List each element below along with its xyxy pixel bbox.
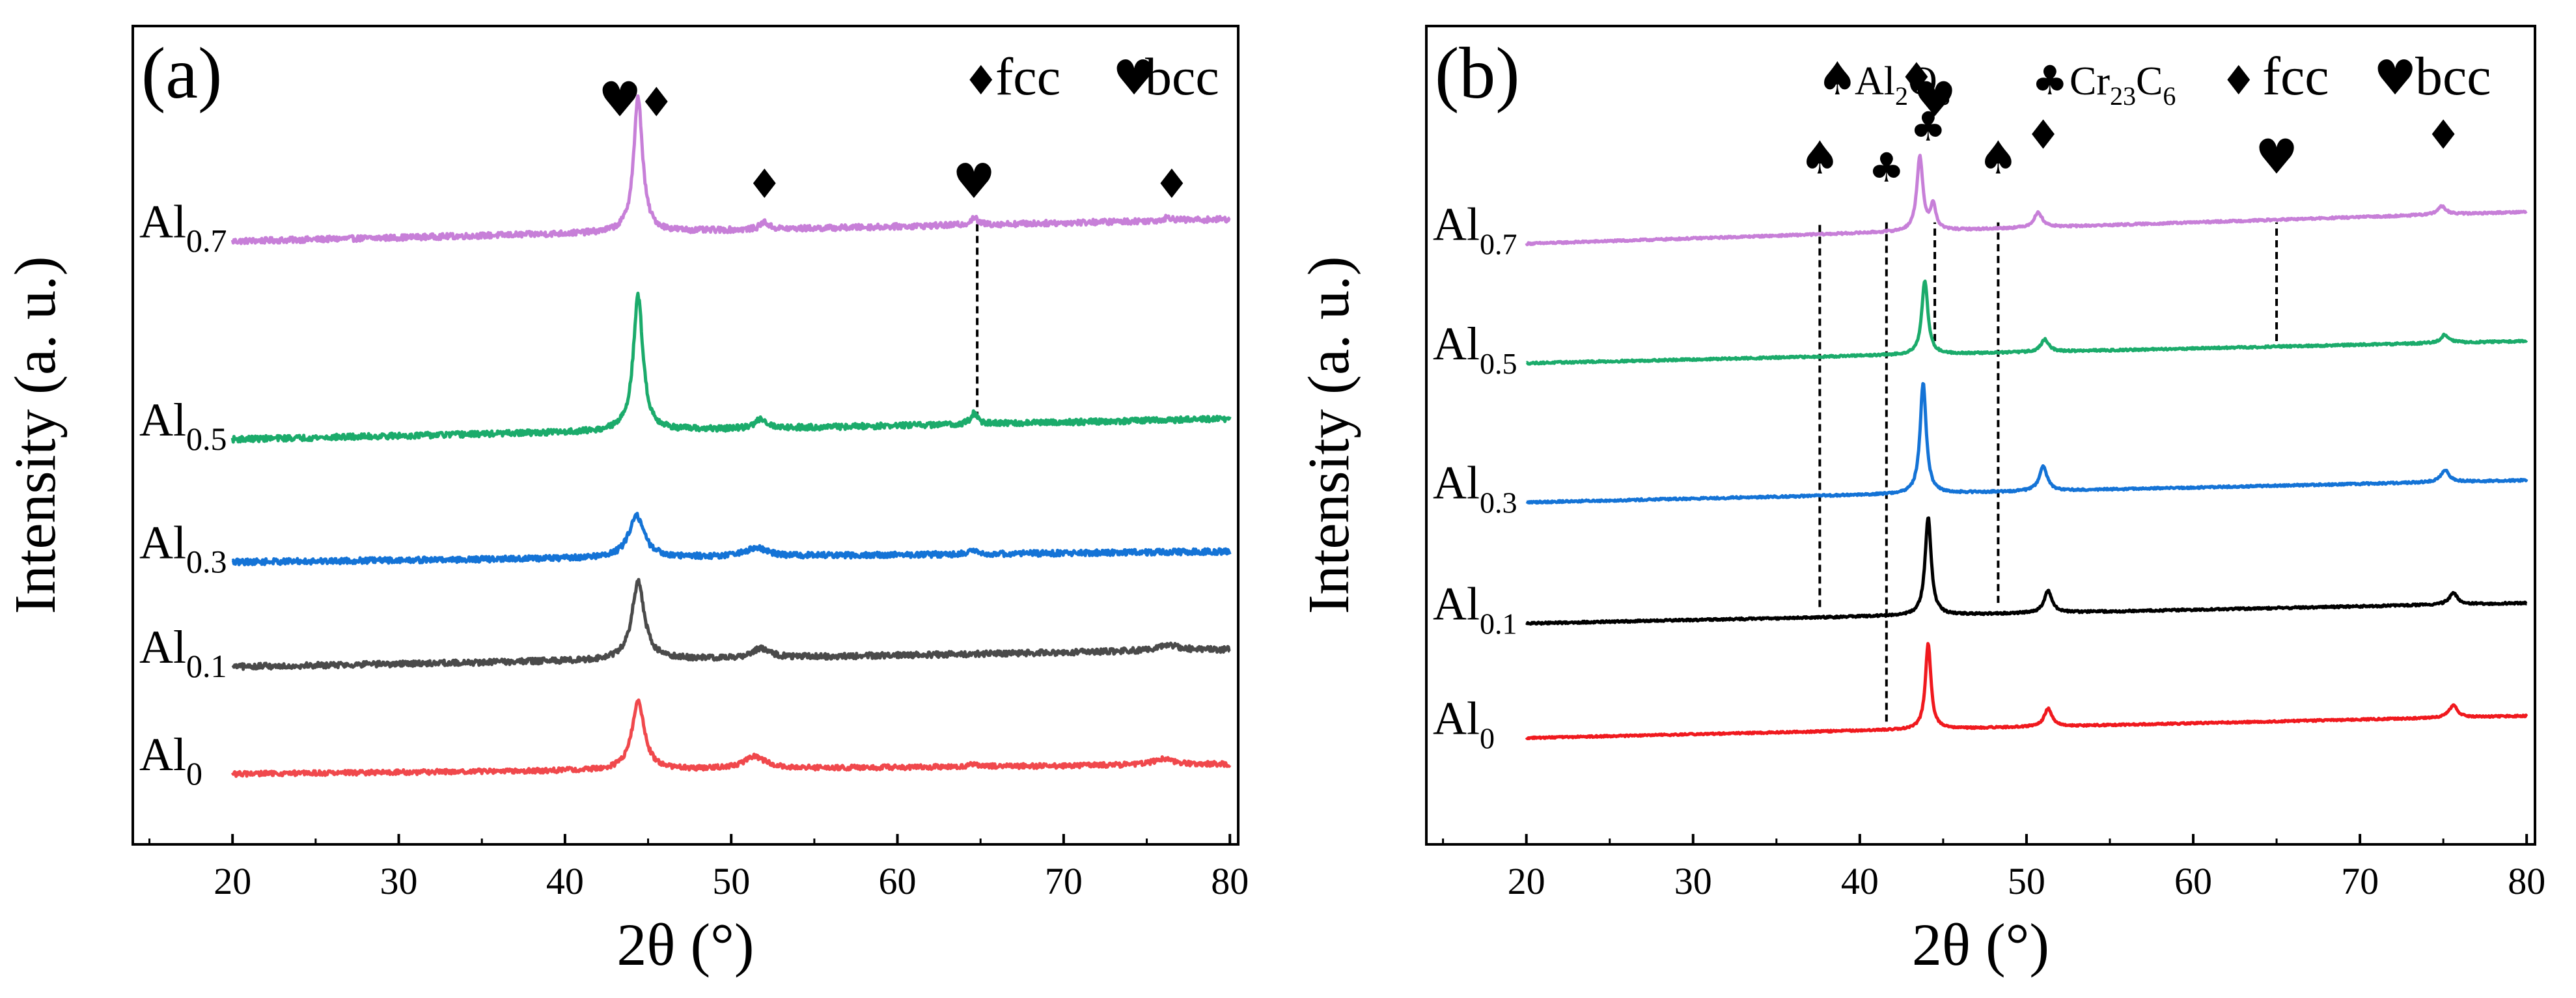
series-line-Al0-1 (1525, 516, 2528, 626)
legend-symbol: ♦ (963, 57, 999, 104)
peak-marker: ♥ (2255, 129, 2298, 185)
series-label-subscript: 0.7 (186, 223, 227, 259)
peak-marker: ♠ (1978, 131, 2019, 184)
legend-label: fcc (995, 47, 1060, 106)
series-label-subscript: 0.1 (186, 648, 227, 684)
legend-subscript: 6 (2163, 81, 2176, 111)
x-tick-label: 80 (2508, 860, 2545, 902)
x-tick-label: 60 (879, 860, 917, 902)
series-labels-b: Al0.7 Al0.5 Al0.3 Al0.1 Al0 (1433, 198, 1517, 755)
x-tick-label: 50 (712, 860, 750, 902)
x-tick-label: 60 (2174, 860, 2212, 902)
peak-marker: ♦ (2025, 111, 2062, 159)
series-label: Al0.1 (1433, 578, 1517, 641)
series-line-Al0-3 (231, 512, 1232, 566)
x-ticks-b: 20 30 40 50 60 70 80 (1442, 834, 2545, 902)
series-line-Al0-5 (1525, 279, 2528, 366)
series-label-subscript: 0 (1480, 722, 1495, 755)
peak-marker: ♦ (2425, 111, 2461, 159)
series-label-subscript: 0.7 (1480, 227, 1517, 260)
panel-b: (b) ♠Al2O3 ♣ Cr23C6 ♦ fcc ♥bcc 20 30 40 50 60 70 80… (1297, 25, 2545, 978)
peak-marker: ♦ (639, 78, 675, 126)
x-tick-label: 20 (1508, 860, 1545, 902)
series-label-subscript: 0 (186, 755, 202, 792)
x-tick-label: 80 (1211, 860, 1249, 902)
peak-marker: ♣ (1910, 103, 1946, 150)
y-axis-label-b: Intensity (a. u.) (1297, 256, 1361, 615)
x-tick-label: 50 (2008, 860, 2045, 902)
legend-subscript: 23 (2110, 81, 2136, 111)
legend-label-part: O (1908, 59, 1937, 104)
peak-marker: ♥ (598, 72, 641, 128)
peak-marker: ♥ (1913, 72, 1956, 128)
legend-label: fcc (2262, 46, 2329, 107)
peak-marker: ♦ (1154, 160, 1190, 208)
series-label-subscript: 0.5 (1480, 347, 1517, 380)
peak-marker: ♠ (1799, 131, 1840, 184)
legend-b: ♠Al2O3 ♣ Cr23C6 ♦ fcc ♥bcc (1817, 46, 2491, 111)
legend-symbol: ♣ (2032, 57, 2068, 104)
series-line-Al0-5 (230, 292, 1232, 444)
x-tick-label: 40 (1841, 860, 1879, 902)
series-label-subscript: 0.5 (186, 421, 227, 457)
legend-label: Cr23C6 (2070, 59, 2176, 111)
series-label: Al0 (1433, 693, 1495, 755)
panel-label-a: (a) (141, 33, 222, 114)
x-tick-label: 70 (2341, 860, 2379, 902)
series-line-Al0-7 (230, 94, 1231, 245)
x-tick-label: 70 (1045, 860, 1083, 902)
series-line-Al0-3 (1525, 381, 2528, 505)
series-label-subscript: 0.3 (186, 543, 227, 579)
x-tick-label: 40 (546, 860, 584, 902)
dashed-lines-b (1818, 222, 2278, 722)
legend-symbol: ♥ (1113, 50, 1156, 106)
legend-subscript: 2 (1895, 81, 1908, 111)
legend-a: ♦fcc ♥bcc (963, 47, 1219, 106)
series-label: Al0.3 (1433, 457, 1517, 520)
peak-marker: ♣ (1868, 144, 1905, 191)
x-axis-label-a: 2θ (°) (616, 911, 754, 978)
legend-symbol: ♥ (2374, 50, 2417, 106)
legend-label-part: C (2136, 59, 2163, 104)
x-axis-label-b: 2θ (°) (1912, 911, 2049, 978)
peak-marker: ♦ (1898, 54, 1935, 102)
x-tick-label: 20 (214, 860, 251, 902)
legend-label: bcc (1145, 47, 1219, 106)
legend-symbol: ♦ (2221, 57, 2257, 104)
panel-a: (a) ♦fcc ♥bcc 20 30 40 50 60 70 80 ♥♦♦ ♥ ♦ Al0.7A… (3, 25, 1249, 978)
series-label-subscript: 0.3 (1480, 486, 1517, 520)
series-label: Al0.1 (139, 621, 227, 684)
series-label: Al0 (139, 728, 202, 792)
series-line-Al0 (230, 698, 1232, 778)
series-label: Al0.7 (139, 196, 227, 259)
series-label: Al0.5 (139, 394, 227, 457)
peak-marker: ♥ (952, 154, 995, 210)
legend-subscript: 3 (1937, 81, 1950, 111)
y-axis-label-a: Intensity (a. u.) (3, 256, 68, 615)
annotations-a: ♥♦♦ ♥ ♦ (598, 72, 1190, 210)
legend-symbol: ♠ (1817, 52, 1858, 105)
series-line-Al0-1 (231, 577, 1231, 671)
series-b (1525, 154, 2528, 741)
x-ticks-a: 20 30 40 50 60 70 80 (148, 834, 1249, 902)
series-a (230, 94, 1232, 778)
series-label-subscript: 0.1 (1480, 607, 1517, 641)
series-line-Al0 (1525, 642, 2528, 741)
series-line-Al0-7 (1525, 154, 2528, 247)
plot-frame-b (1425, 25, 2536, 846)
peak-marker: ♦ (746, 160, 782, 208)
series-label: Al0.7 (1433, 198, 1517, 260)
x-tick-label: 30 (380, 860, 418, 902)
panel-label-b: (b) (1435, 33, 1520, 114)
x-tick-label: 30 (1674, 860, 1712, 902)
legend-label: bcc (2415, 46, 2491, 107)
series-label: Al0.3 (139, 516, 227, 579)
annotations-b: ♦♥♣ ♦♠ ♣ ♠ ♥ ♦ (1799, 54, 2461, 191)
plot-frame-a (132, 25, 1240, 846)
series-label: Al0.5 (1433, 318, 1517, 380)
series-labels-a: Al0.7 Al0.5 Al0.3 Al0.1 Al0 (139, 196, 227, 792)
